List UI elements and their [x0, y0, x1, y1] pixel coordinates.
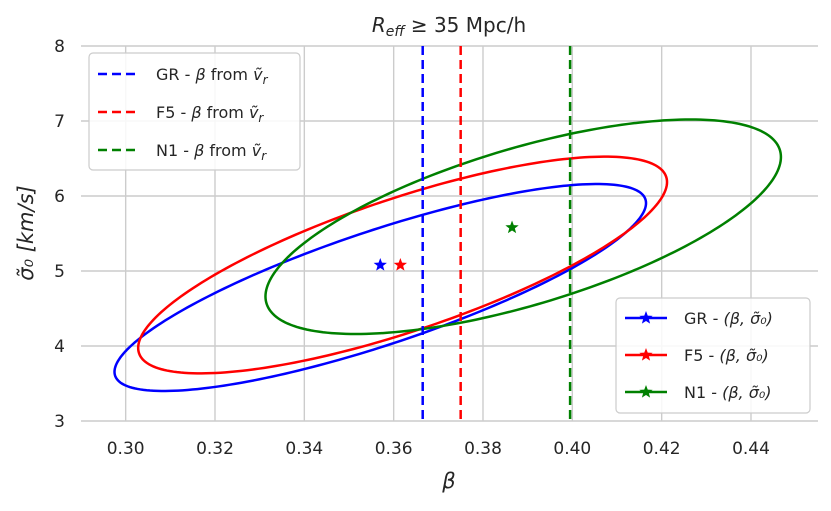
legend-marker-gr	[639, 311, 653, 324]
y-tick-label: 7	[54, 112, 65, 132]
y-tick-label: 5	[54, 262, 65, 282]
ellipse-gr	[113, 182, 648, 393]
y-axis-label: σ̃₀ [km/s]	[14, 185, 38, 280]
confidence-ellipses	[113, 118, 783, 393]
x-tick-label: 0.32	[196, 439, 234, 459]
x-tick-label: 0.30	[107, 439, 145, 459]
x-axis-label: β	[441, 469, 455, 493]
legend-label-f5: F5 - β from ṽr	[156, 103, 264, 125]
legend-frame	[615, 297, 811, 414]
beta-vlines	[421, 46, 572, 421]
legend-label-gr: GR - β from ṽr	[156, 65, 269, 87]
y-tick-label: 6	[54, 187, 65, 207]
legend-frame	[88, 52, 301, 171]
x-tick-label: 0.40	[553, 439, 591, 459]
y-tick-labels: 3 4 5 6 7 8	[54, 37, 65, 432]
y-tick-label: 4	[54, 337, 65, 357]
y-tick-label: 8	[54, 37, 65, 57]
x-tick-label: 0.44	[732, 439, 770, 459]
point-n1	[505, 220, 519, 234]
x-tick-labels: 0.30 0.32 0.34 0.36 0.38 0.40 0.42 0.44	[107, 439, 770, 459]
x-tick-label: 0.42	[643, 439, 681, 459]
legend-marker-n1	[639, 385, 653, 398]
point-f5	[393, 258, 408, 271]
legend-label-n1: N1 - (β, σ̃₀)	[684, 383, 772, 402]
best-fit-points	[373, 220, 519, 271]
x-tick-label: 0.34	[285, 439, 323, 459]
legend-label-gr: GR - (β, σ̃₀)	[684, 309, 773, 328]
x-tick-label: 0.38	[464, 439, 502, 459]
x-tick-label: 0.36	[375, 439, 413, 459]
legend-points: GR - (β, σ̃₀) F5 - (β, σ̃₀) N1 - (β, σ̃₀)	[615, 297, 811, 414]
legend-label-f5: F5 - (β, σ̃₀)	[684, 346, 769, 365]
legend-vlines: GR - β from ṽr F5 - β from ṽr N1 - β from …	[88, 52, 301, 171]
chart-title: Reff ≥ 35 Mpc/h	[372, 13, 526, 40]
legend-label-n1: N1 - β from ṽr	[156, 141, 267, 163]
point-gr	[373, 258, 387, 271]
legend-marker-f5	[639, 348, 653, 361]
y-tick-label: 3	[54, 412, 65, 432]
ellipse-f5	[136, 155, 669, 375]
ellipse-n1	[264, 118, 783, 336]
